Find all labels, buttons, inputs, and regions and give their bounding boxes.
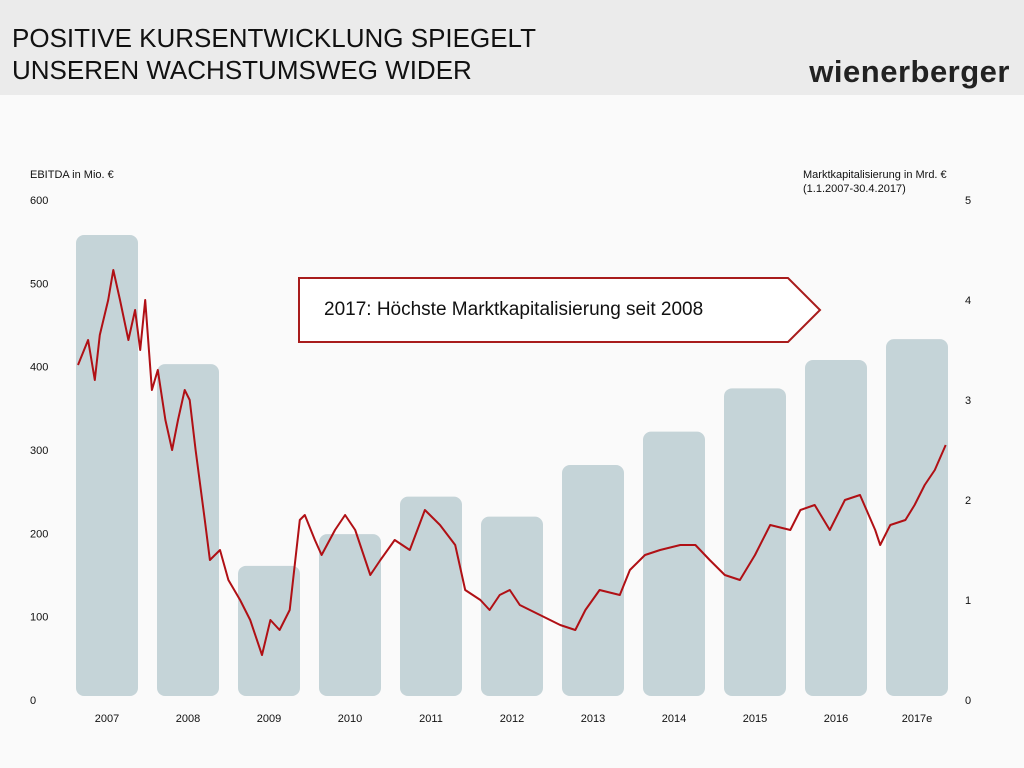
ebitda-bar bbox=[886, 339, 948, 696]
left-tick-label: 300 bbox=[30, 445, 48, 457]
slide-title: POSITIVE KURSENTWICKLUNG SPIEGELT UNSERE… bbox=[12, 22, 536, 86]
ebitda-bar bbox=[238, 565, 300, 696]
wienerberger-logo: wienerberger bbox=[809, 54, 1010, 89]
ebitda-bar bbox=[76, 235, 138, 696]
ebitda-bar bbox=[562, 465, 624, 696]
right-axis-label: Marktkapitalisierung in Mrd. € bbox=[803, 169, 947, 181]
callout-arrow: 2017: Höchste Marktkapitalisierung seit … bbox=[298, 277, 822, 343]
ebitda-bar bbox=[400, 496, 462, 696]
category-label: 2017e bbox=[902, 713, 933, 725]
title-line-1: POSITIVE KURSENTWICKLUNG SPIEGELT bbox=[12, 23, 536, 53]
category-label: 2015 bbox=[743, 713, 767, 725]
right-tick-label: 5 bbox=[965, 195, 971, 207]
right-tick-label: 4 bbox=[965, 295, 971, 307]
callout-arrow-shape bbox=[298, 277, 822, 343]
left-tick-label: 200 bbox=[30, 528, 48, 540]
ebitda-bar bbox=[724, 388, 786, 696]
category-label: 2010 bbox=[338, 713, 362, 725]
right-axis-sublabel: (1.1.2007-30.4.2017) bbox=[803, 183, 906, 195]
header-band: POSITIVE KURSENTWICKLUNG SPIEGELT UNSERE… bbox=[0, 0, 1024, 95]
category-label: 2008 bbox=[176, 713, 200, 725]
left-tick-label: 0 bbox=[30, 695, 36, 707]
ebitda-bar bbox=[805, 360, 867, 696]
right-tick-label: 0 bbox=[965, 695, 971, 707]
ebitda-bar bbox=[319, 534, 381, 696]
category-label: 2012 bbox=[500, 713, 524, 725]
left-tick-label: 100 bbox=[30, 612, 48, 624]
ebitda-bar bbox=[643, 431, 705, 696]
title-line-2: UNSEREN WACHSTUMSWEG WIDER bbox=[12, 55, 472, 85]
right-tick-label: 3 bbox=[965, 395, 971, 407]
market-cap-line bbox=[77, 269, 947, 656]
left-tick-label: 400 bbox=[30, 362, 48, 374]
ebitda-bar bbox=[481, 516, 543, 696]
ebitda-bar bbox=[157, 364, 219, 696]
category-label: 2011 bbox=[419, 713, 443, 725]
callout-text: 2017: Höchste Marktkapitalisierung seit … bbox=[324, 299, 704, 320]
left-tick-label: 600 bbox=[30, 195, 48, 207]
category-label: 2014 bbox=[662, 713, 686, 725]
category-label: 2007 bbox=[95, 713, 119, 725]
left-tick-label: 500 bbox=[30, 278, 48, 290]
category-label: 2009 bbox=[257, 713, 281, 725]
category-label: 2013 bbox=[581, 713, 605, 725]
left-axis-label: EBITDA in Mio. € bbox=[30, 169, 114, 181]
category-label: 2016 bbox=[824, 713, 848, 725]
right-tick-label: 2 bbox=[965, 495, 971, 507]
right-tick-label: 1 bbox=[965, 595, 971, 607]
